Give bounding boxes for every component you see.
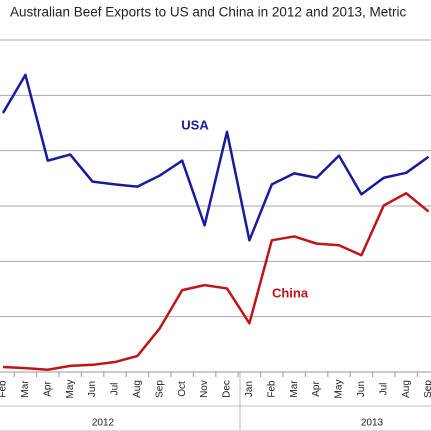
x-tick-label: Jan xyxy=(244,381,255,397)
series-line xyxy=(1,73,430,242)
x-tick-label: Mar xyxy=(289,380,300,398)
x-tick-label: Sep xyxy=(154,380,165,398)
x-tick-label: Aug xyxy=(132,380,143,398)
year-label: 2013 xyxy=(361,418,384,429)
x-tick-label: May xyxy=(65,380,76,399)
x-tick-label: Sep xyxy=(423,380,431,398)
x-tick-label: Jun xyxy=(87,381,98,397)
x-tick-label: Aug xyxy=(401,380,412,398)
x-tick-label: May xyxy=(334,380,345,399)
series-label: China xyxy=(272,285,309,300)
x-tick-label: Dec xyxy=(222,380,233,398)
x-tick-label: Feb xyxy=(266,380,277,398)
x-tick-label: Mar xyxy=(20,380,31,398)
series-label: USA xyxy=(181,117,209,132)
x-tick-label: Jul xyxy=(110,383,121,396)
year-label: 2012 xyxy=(92,418,115,429)
series-line xyxy=(2,192,430,372)
x-tick-label: Jun xyxy=(356,381,367,397)
chart-title: Australian Beef Exports to US and China … xyxy=(10,5,406,20)
x-tick-label: Feb xyxy=(0,380,9,398)
x-tick-label: Apr xyxy=(311,381,322,397)
x-tick-label: Jul xyxy=(378,383,389,396)
x-tick-label: Apr xyxy=(42,381,53,397)
x-tick-label: Oct xyxy=(177,381,188,397)
x-tick-label: Nov xyxy=(199,380,210,398)
